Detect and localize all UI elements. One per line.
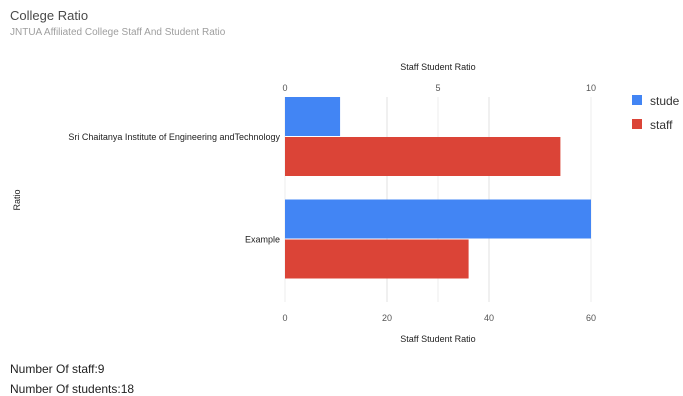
bottom-tick-label: 40 xyxy=(484,313,494,323)
bottom-tick-label: 0 xyxy=(282,313,287,323)
bar-stude-1[interactable] xyxy=(285,199,591,239)
legend-label: staff xyxy=(650,118,673,132)
bar-chart: Sri Chaitanya Institute of Engineering a… xyxy=(12,62,680,344)
category-label: Example xyxy=(245,235,280,245)
category-label: Sri Chaitanya Institute of Engineering a… xyxy=(68,132,280,142)
students-count-text: Number Of students:18 xyxy=(10,382,135,396)
legend-swatch-stude xyxy=(632,95,642,105)
bottom-tick-label: 60 xyxy=(586,313,596,323)
top-axis-title: Staff Student Ratio xyxy=(400,62,475,72)
bottom-tick-label: 20 xyxy=(382,313,392,323)
top-tick-label: 10 xyxy=(586,83,596,93)
bar-stude-0[interactable] xyxy=(285,97,341,136)
y-axis-title: Ratio xyxy=(12,189,22,210)
bar-staff-0[interactable] xyxy=(285,137,561,176)
bar-staff-1[interactable] xyxy=(285,239,469,279)
top-tick-label: 5 xyxy=(435,83,440,93)
chart-subtitle: JNTUA Affiliated College Staff And Stude… xyxy=(10,27,226,38)
legend-swatch-staff xyxy=(632,119,642,129)
bottom-axis-title: Staff Student Ratio xyxy=(400,334,475,344)
chart-title: College Ratio xyxy=(10,8,89,23)
top-tick-label: 0 xyxy=(282,83,287,93)
legend-label: stude xyxy=(650,94,680,108)
staff-count-text: Number Of staff:9 xyxy=(10,362,105,376)
